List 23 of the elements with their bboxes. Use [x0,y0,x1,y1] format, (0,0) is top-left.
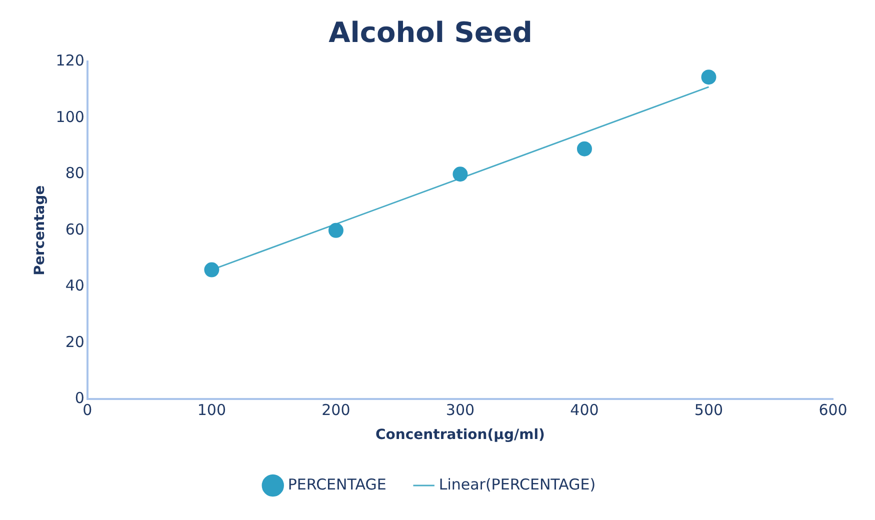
x-tick-label: 100 [197,401,226,420]
y-tick-label: 60 [65,220,84,238]
legend-label: PERCENTAGE [288,475,386,494]
y-axis-title: Percentage [32,185,48,276]
point [701,70,716,85]
x-tick-label: 500 [694,401,724,420]
point [452,166,468,182]
y-tick-label: 40 [65,276,84,295]
point [328,222,344,238]
x-tick-label: 200 [322,401,350,420]
legend-label: Linear(PERCENTAGE) [438,475,596,494]
x-tick-label: 400 [570,401,599,420]
point [204,262,220,278]
y-tick-label: 80 [65,164,84,182]
point [576,141,592,156]
chart-title: Alcohol Seed [328,16,532,50]
y-tick-label: 20 [65,332,84,351]
y-tick-label: 0 [74,389,84,408]
x-axis-title: Concentration(µg/ml) [376,427,545,444]
x-tick-label: 600 [818,401,848,420]
y-tick-label: 100 [56,108,84,126]
y-tick-label: 120 [56,51,84,70]
x-tick-label: 300 [446,401,475,420]
